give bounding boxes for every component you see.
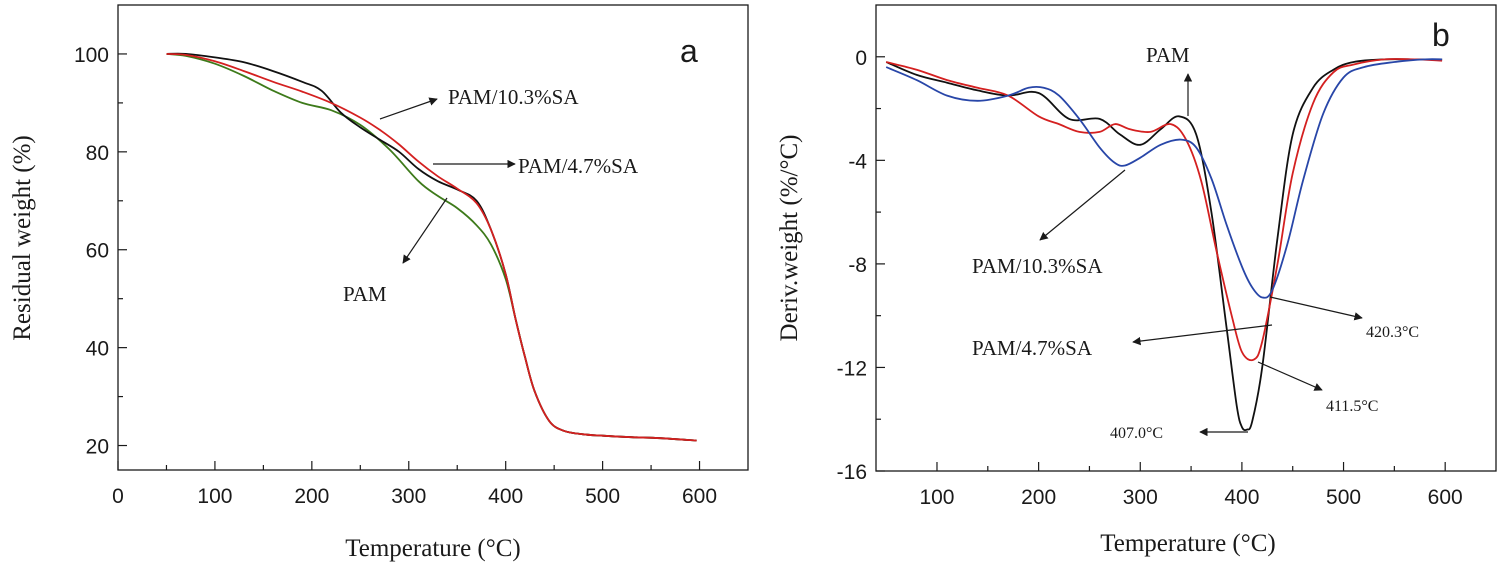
panel-b-series-pam xyxy=(885,58,1443,432)
panel-a-label-pam-10-3-sa: PAM/10.3%SA xyxy=(448,85,579,109)
panel-a-letter: a xyxy=(680,33,698,69)
panel-b-x-tick-label: 600 xyxy=(1428,486,1463,509)
panel-a-x-tick-label: 100 xyxy=(197,485,232,508)
panel-b-label-411-5: 411.5°C xyxy=(1326,398,1378,415)
panel-a-y-tick-label: 20 xyxy=(86,436,109,459)
panel-a-x-tick-label: 500 xyxy=(585,485,620,508)
panel-a-series-pam xyxy=(166,53,697,442)
panel-b-series-pam-4-7-sa xyxy=(885,58,1443,362)
panel-b-label-pam: PAM xyxy=(1146,43,1190,67)
panel-a-ticks: 0 100 200 300 400 500 600 20 40 60 80 100 xyxy=(74,44,717,508)
panel-a-x-tick-label: 600 xyxy=(682,485,717,508)
panel-b-x-tick-label: 100 xyxy=(919,486,954,509)
panel-a-x-tick-label: 400 xyxy=(488,485,523,508)
panel-a-y-tick-label: 40 xyxy=(86,338,109,361)
panel-b-dtg-chart: 100 200 300 400 500 600 -16 -12 -8 -4 0 b Temperat… xyxy=(776,4,1497,557)
panel-a-label-pam: PAM xyxy=(343,282,387,306)
panel-b-x-tick-label: 200 xyxy=(1021,486,1056,509)
panel-b-y-tick-label: -16 xyxy=(837,461,867,484)
panel-b-arrow-pam-4-7-sa xyxy=(1132,324,1273,346)
panel-a-series-pam-4-7-sa xyxy=(166,52,697,442)
panel-b-label-420-3: 420.3°C xyxy=(1366,324,1419,341)
panel-b-label-407-0: 407.0°C xyxy=(1110,425,1163,442)
panel-b-arrow-420-3 xyxy=(1269,296,1363,321)
panel-b-arrow-411-5 xyxy=(1257,361,1323,391)
panel-b-x-tick-label: 400 xyxy=(1224,486,1259,509)
panel-b-x-tick-label: 300 xyxy=(1123,486,1158,509)
panel-a-y-tick-label: 100 xyxy=(74,44,109,67)
panel-a-label-pam-4-7-sa: PAM/4.7%SA xyxy=(518,154,639,178)
panel-b-ticks: 100 200 300 400 500 600 -16 -12 -8 -4 0 xyxy=(837,47,1463,509)
panel-a-x-axis-title: Temperature (°C) xyxy=(345,535,521,562)
panel-b-series-pam-10-3-sa xyxy=(885,58,1443,299)
panel-b-x-axis-title: Temperature (°C) xyxy=(1100,530,1276,557)
panel-b-letter: b xyxy=(1432,17,1450,53)
panel-a-x-tick-label: 200 xyxy=(294,485,329,508)
panel-b-y-axis-title: Deriv.weight (%/°C) xyxy=(776,135,803,342)
panel-a-x-tick-label: 300 xyxy=(391,485,426,508)
panel-a-plot-frame xyxy=(117,4,749,471)
panel-a-y-tick-label: 80 xyxy=(86,142,109,165)
panel-b-label-pam-4-7-sa: PAM/4.7%SA xyxy=(972,336,1093,360)
panel-b-label-pam-10-3-sa: PAM/10.3%SA xyxy=(972,254,1103,278)
panel-a-x-tick-label: 0 xyxy=(112,485,124,508)
panel-a-y-axis-title: Residual weight (%) xyxy=(9,135,36,341)
panel-b-y-tick-label: -8 xyxy=(848,254,867,277)
panel-b-series xyxy=(885,58,1443,432)
panel-a-tga-chart: 0 100 200 300 400 500 600 20 40 60 80 100 a Tempera… xyxy=(9,4,749,562)
panel-a-series-pam-10-3-sa xyxy=(166,53,697,442)
panel-b-y-tick-label: -4 xyxy=(848,150,867,173)
panel-a-arrow-pam-10-3-sa xyxy=(379,97,438,120)
panel-b-arrow-pam-10-3-sa xyxy=(1039,169,1126,241)
panel-b-y-tick-label: -12 xyxy=(837,357,867,380)
panel-a-y-tick-label: 60 xyxy=(86,240,109,263)
panel-b-plot-frame xyxy=(875,4,1497,472)
panel-a-series xyxy=(166,52,697,442)
panel-a-arrow-pam xyxy=(402,197,448,264)
panel-b-y-tick-label: 0 xyxy=(855,47,867,70)
panel-b-x-tick-label: 500 xyxy=(1326,486,1361,509)
